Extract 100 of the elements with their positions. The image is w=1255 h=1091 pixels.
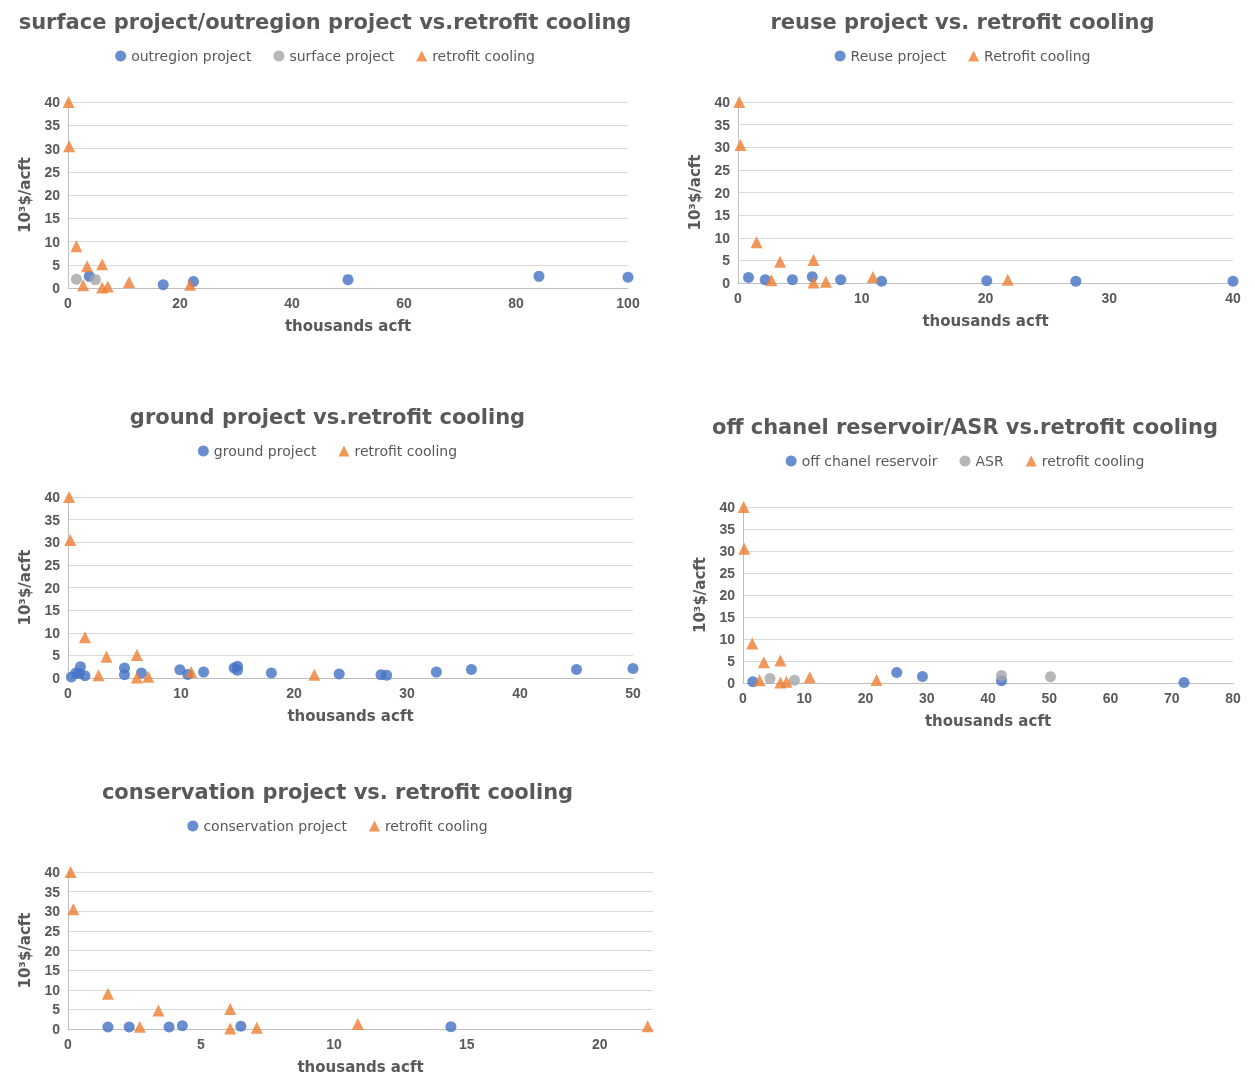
x-tick-label: 0	[64, 295, 73, 311]
x-tick-label: 40	[512, 685, 528, 701]
y-tick-label: 40	[44, 864, 61, 880]
y-tick-label: 25	[714, 161, 731, 178]
legend-label: Reuse project	[850, 48, 947, 64]
y-tick-label: 25	[44, 163, 61, 180]
chart-title: conservation project vs. retrofit cooling	[101, 779, 574, 804]
x-tick-label: 30	[399, 685, 415, 701]
y-tick-label: 40	[44, 94, 61, 110]
x-tick-label: 40	[980, 690, 996, 706]
y-tick-label: 30	[44, 903, 61, 920]
y-axis-title: 10³$/acft	[690, 556, 709, 634]
y-axis-title: 10³$/acft	[685, 154, 704, 231]
legend-label: off chanel reservoir	[801, 453, 938, 469]
x-tick-label: 100	[616, 295, 640, 311]
y-tick-label: 10	[719, 631, 736, 647]
y-tick-label: 5	[52, 647, 61, 664]
y-tick-label: 20	[714, 184, 731, 201]
y-tick-label: 30	[719, 543, 736, 559]
y-tick-label: 0	[52, 670, 61, 686]
x-tick-label: 20	[592, 1036, 608, 1052]
x-axis-title: thousands acft	[924, 711, 1052, 730]
x-tick-label: 30	[918, 690, 935, 706]
legend-label: ASR	[975, 453, 1004, 469]
y-tick-label: 10	[44, 233, 61, 250]
chart-title: surface project/outregion project vs.retrofit cooling	[18, 9, 632, 34]
y-tick-label: 30	[44, 534, 61, 551]
x-tick-label: 0	[64, 1036, 73, 1052]
y-tick-label: 30	[714, 139, 731, 156]
x-tick-label: 0	[739, 690, 748, 706]
legend-label: retrofit cooling	[432, 48, 535, 64]
legend-label: retrofit cooling	[384, 818, 488, 834]
x-tick-label: 40	[1225, 290, 1241, 306]
x-tick-label: 15	[459, 1036, 475, 1052]
y-tick-label: 40	[714, 94, 731, 110]
y-tick-label: 15	[714, 207, 731, 224]
y-tick-label: 35	[44, 511, 61, 528]
y-tick-label: 35	[44, 117, 61, 134]
x-axis-title: thousands acft	[922, 311, 1049, 330]
x-tick-label: 30	[1101, 290, 1118, 306]
x-axis-title: thousands acft	[287, 706, 414, 725]
legend-label: surface project	[289, 48, 395, 64]
y-tick-label: 25	[44, 556, 61, 573]
x-axis-title: thousands acft	[284, 316, 412, 335]
legend-label: ground project	[213, 443, 317, 459]
y-axis-title: 10³$/acft	[15, 912, 34, 989]
x-tick-label: 80	[1225, 690, 1241, 706]
y-tick-label: 35	[44, 883, 61, 900]
y-tick-label: 20	[44, 579, 61, 596]
x-tick-label: 60	[396, 295, 412, 311]
x-tick-label: 20	[172, 295, 188, 311]
legend-label: retrofit cooling	[354, 443, 458, 459]
y-tick-label: 25	[719, 565, 736, 581]
chart-title: off chanel reservoir/ASR vs.retrofit cooling	[711, 414, 1219, 439]
y-tick-label: 5	[722, 252, 731, 269]
x-tick-label: 10	[853, 290, 870, 306]
y-tick-label: 15	[44, 962, 61, 979]
x-tick-label: 40	[284, 295, 300, 311]
x-tick-label: 50	[1041, 690, 1058, 706]
y-tick-label: 25	[44, 922, 61, 939]
x-tick-label: 20	[977, 290, 994, 306]
x-tick-label: 70	[1163, 690, 1180, 706]
y-axis-title: 10³$/acft	[15, 549, 34, 626]
x-tick-label: 20	[286, 685, 302, 701]
legend-label: Retrofit cooling	[984, 48, 1091, 64]
y-tick-label: 10	[714, 229, 731, 246]
legend-label: retrofit cooling	[1041, 453, 1145, 469]
y-tick-label: 0	[52, 280, 61, 296]
y-tick-label: 40	[44, 489, 61, 505]
x-tick-label: 10	[326, 1036, 342, 1052]
x-tick-label: 10	[796, 690, 813, 706]
y-tick-label: 5	[52, 256, 61, 273]
y-axis-title: 10³$/acft	[15, 156, 34, 234]
x-tick-label: 10	[173, 685, 189, 701]
x-tick-label: 60	[1102, 690, 1119, 706]
y-tick-label: 15	[719, 609, 736, 625]
y-tick-label: 10	[44, 624, 61, 641]
y-tick-label: 5	[727, 653, 736, 669]
x-tick-label: 0	[64, 685, 73, 701]
chart-title: reuse project vs. retrofit cooling	[770, 9, 1155, 34]
legend-label: conservation project	[203, 818, 348, 834]
y-tick-label: 40	[719, 499, 736, 515]
y-tick-label: 35	[719, 521, 736, 537]
x-tick-label: 80	[508, 295, 524, 311]
y-tick-label: 30	[44, 140, 61, 157]
y-tick-label: 20	[44, 187, 61, 203]
y-tick-label: 0	[722, 275, 731, 291]
x-tick-label: 50	[625, 685, 641, 701]
x-axis-title: thousands acft	[297, 1057, 424, 1076]
y-tick-label: 15	[44, 210, 61, 227]
chart-title: ground project vs.retrofit cooling	[129, 404, 526, 429]
y-tick-label: 5	[52, 1001, 61, 1018]
y-tick-label: 0	[52, 1021, 61, 1037]
y-tick-label: 20	[719, 587, 736, 603]
y-tick-label: 10	[44, 981, 61, 998]
y-tick-label: 15	[44, 602, 61, 619]
x-tick-label: 20	[857, 690, 874, 706]
y-tick-label: 0	[727, 675, 736, 691]
legend-label: outregion project	[131, 48, 252, 64]
y-tick-label: 20	[44, 942, 61, 959]
